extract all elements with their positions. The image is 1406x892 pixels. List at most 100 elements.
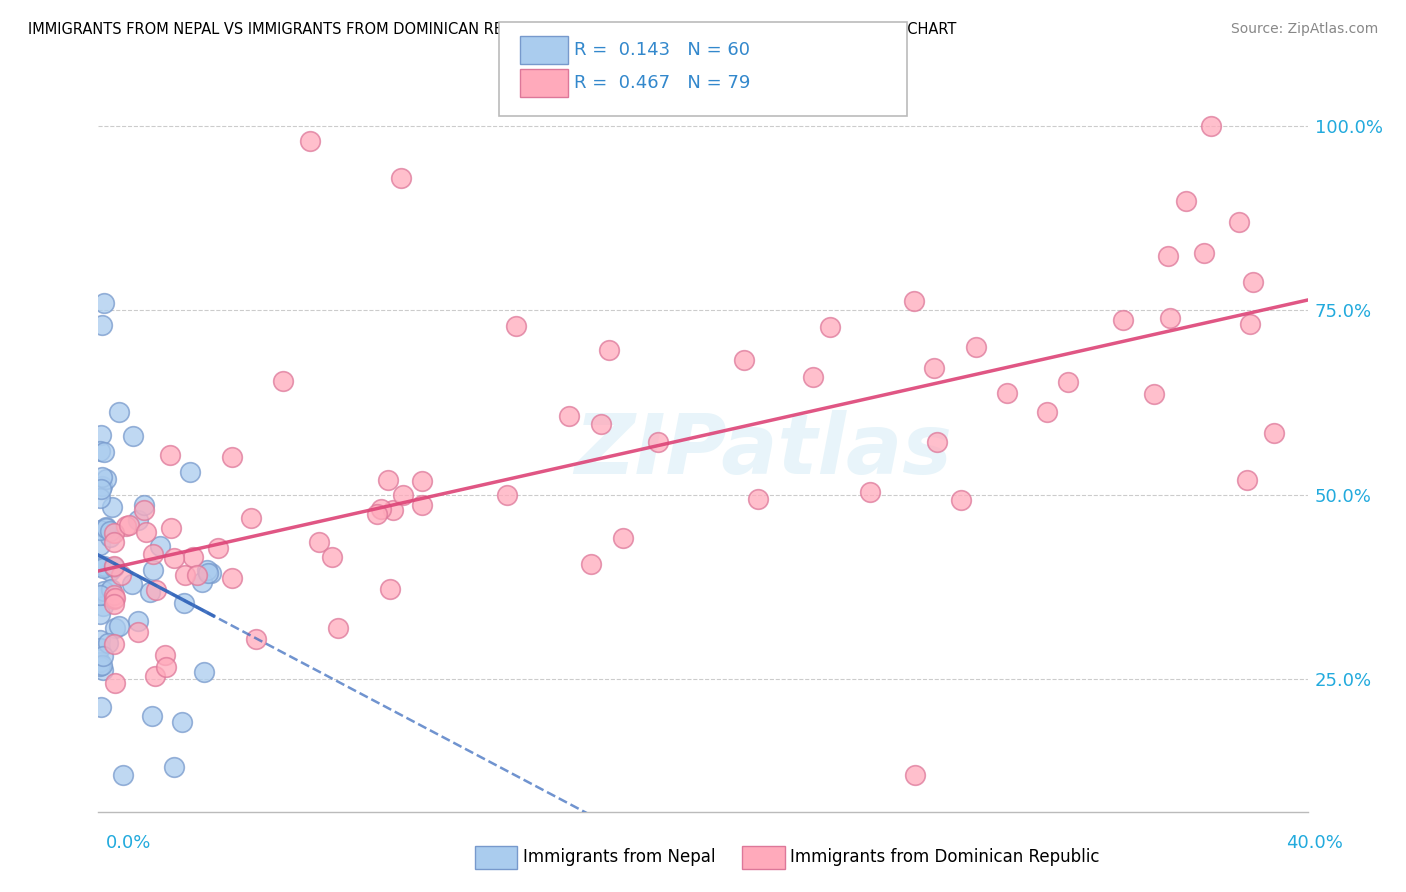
Point: [101, 500, 124, 514]
Point: [142, 547, 165, 561]
Point: [91, 649, 114, 664]
Point: [89, 658, 111, 673]
Point: [558, 409, 581, 423]
Point: [122, 428, 145, 442]
Point: [308, 535, 330, 549]
Point: [110, 567, 132, 582]
Point: [98, 530, 121, 544]
Text: 40.0%: 40.0%: [1286, 834, 1343, 852]
Point: [89, 538, 111, 552]
Point: [221, 571, 243, 585]
Point: [127, 615, 149, 629]
Point: [93, 559, 115, 574]
Point: [366, 507, 388, 521]
Point: [411, 474, 433, 488]
Point: [98, 524, 121, 539]
Point: [94, 521, 117, 535]
Point: [103, 535, 125, 549]
Point: [392, 488, 415, 502]
Point: [96, 520, 118, 534]
Point: [91, 663, 114, 677]
Point: [90, 428, 112, 442]
Point: [801, 370, 824, 384]
Point: [163, 760, 186, 774]
Point: [221, 450, 243, 464]
Point: [163, 550, 186, 565]
Point: [100, 582, 122, 596]
Point: [89, 607, 111, 621]
Point: [1057, 375, 1080, 389]
Point: [173, 596, 195, 610]
Point: [141, 708, 163, 723]
Point: [97, 635, 120, 649]
Point: [103, 558, 125, 573]
Point: [321, 549, 343, 564]
Point: [591, 417, 613, 431]
Point: [377, 474, 399, 488]
Point: [139, 585, 162, 599]
Point: [299, 134, 322, 148]
Point: [858, 485, 880, 500]
Point: [1143, 386, 1166, 401]
Point: [159, 448, 181, 462]
Point: [93, 445, 115, 459]
Point: [149, 539, 172, 553]
Point: [733, 353, 755, 368]
Point: [155, 660, 177, 674]
Point: [411, 498, 433, 512]
Point: [747, 491, 769, 506]
Text: ZIPatlas: ZIPatlas: [575, 410, 952, 491]
Point: [1236, 473, 1258, 487]
Point: [1157, 249, 1180, 263]
Point: [127, 624, 149, 639]
Point: [903, 294, 925, 309]
Point: [579, 557, 602, 571]
Point: [103, 588, 125, 602]
Point: [115, 519, 138, 533]
Point: [904, 768, 927, 782]
Point: [995, 385, 1018, 400]
Point: [200, 566, 222, 581]
Point: [1112, 313, 1135, 327]
Point: [173, 568, 195, 582]
Point: [143, 669, 166, 683]
Text: IMMIGRANTS FROM NEPAL VS IMMIGRANTS FROM DOMINICAN REPUBLIC BIRTHS TO UNMARRIED : IMMIGRANTS FROM NEPAL VS IMMIGRANTS FROM…: [28, 22, 956, 37]
Point: [91, 561, 114, 575]
Point: [612, 531, 634, 545]
Point: [89, 559, 111, 574]
Point: [104, 676, 127, 690]
Point: [104, 591, 127, 605]
Text: R =  0.467   N = 79: R = 0.467 N = 79: [574, 74, 749, 92]
Point: [107, 405, 129, 419]
Point: [380, 582, 402, 597]
Point: [949, 492, 972, 507]
Point: [89, 632, 111, 647]
Text: Immigrants from Dominican Republic: Immigrants from Dominican Republic: [790, 848, 1099, 866]
Point: [90, 700, 112, 714]
Point: [89, 588, 111, 602]
Point: [89, 491, 111, 506]
Point: [134, 525, 156, 540]
Point: [103, 559, 125, 574]
Point: [273, 375, 295, 389]
Point: [91, 479, 114, 493]
Point: [1192, 246, 1215, 260]
Point: [186, 567, 208, 582]
Point: [1175, 194, 1198, 209]
Point: [127, 513, 149, 527]
Point: [145, 582, 167, 597]
Point: [94, 587, 117, 601]
Point: [179, 465, 201, 479]
Point: [103, 637, 125, 651]
Point: [647, 435, 669, 450]
Point: [1263, 425, 1285, 440]
Text: 0.0%: 0.0%: [105, 834, 150, 852]
Point: [108, 618, 131, 632]
Point: [91, 657, 114, 672]
Point: [93, 296, 115, 310]
Point: [183, 550, 205, 565]
Point: [381, 503, 404, 517]
Point: [326, 621, 349, 635]
Point: [1227, 215, 1250, 229]
Point: [197, 566, 219, 581]
